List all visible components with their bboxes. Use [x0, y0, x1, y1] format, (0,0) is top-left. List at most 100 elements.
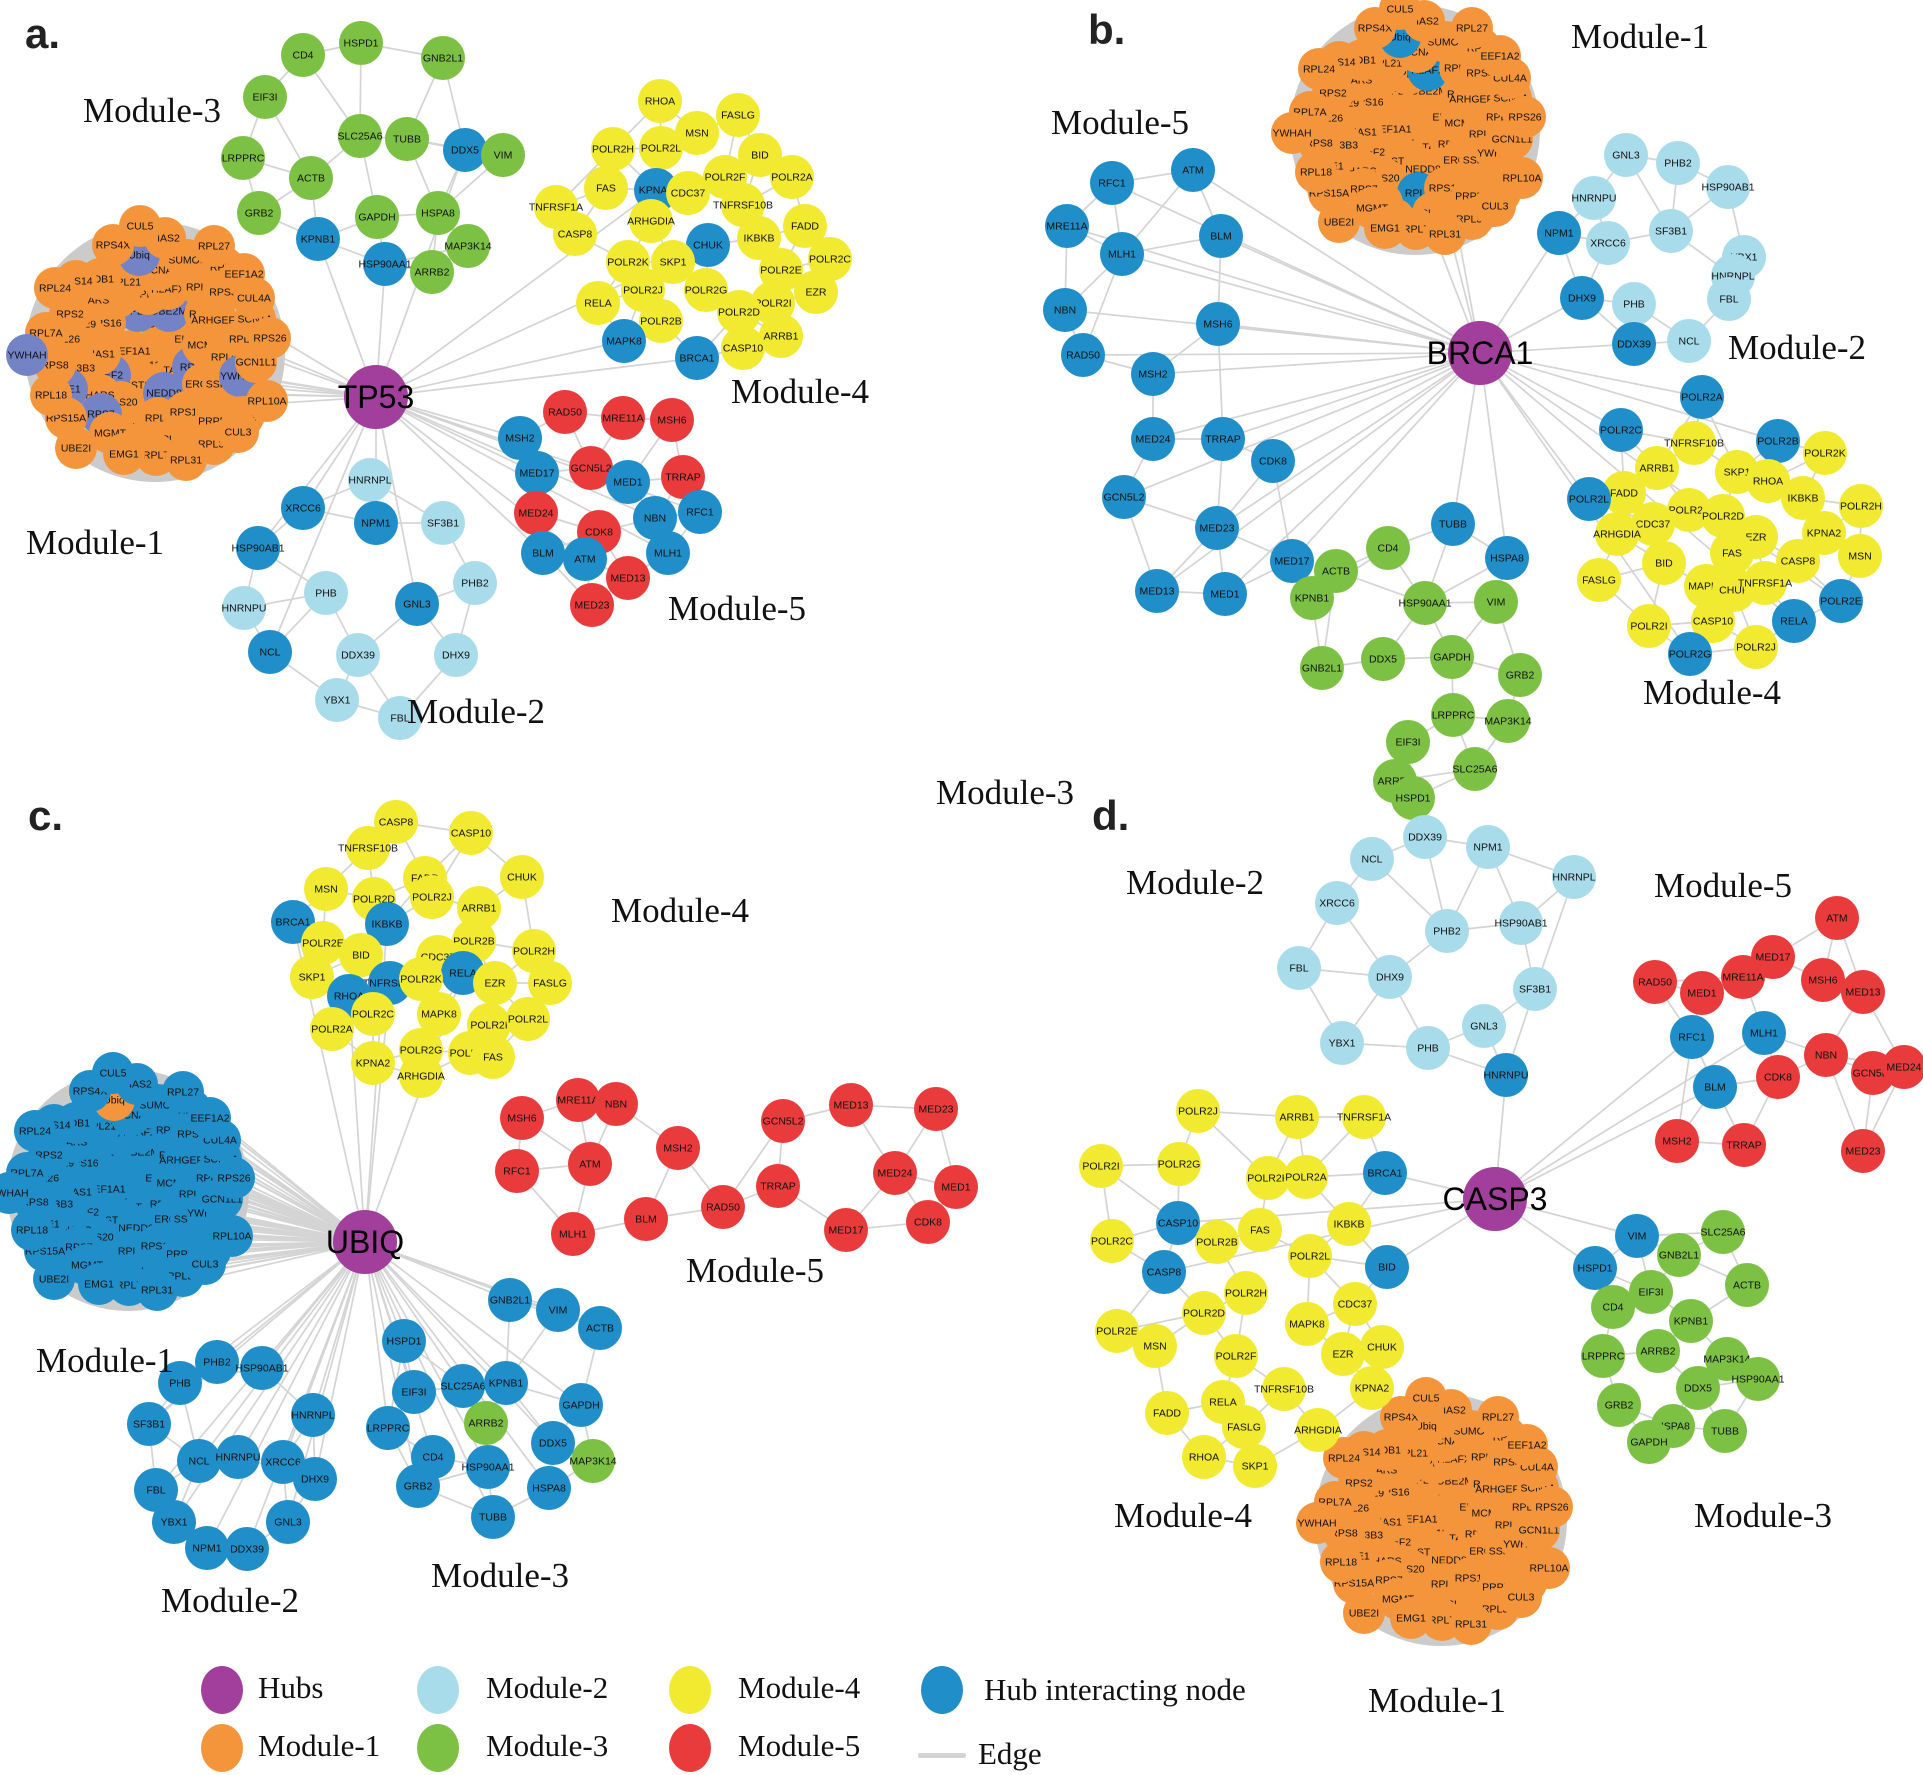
node-POLR2K[interactable]: [1803, 431, 1847, 475]
node-RPL31[interactable]: [165, 439, 207, 481]
node-RAD50[interactable]: [543, 390, 587, 434]
node-HNRNPL[interactable]: [1552, 855, 1596, 899]
node-HNRNPU[interactable]: [216, 1435, 260, 1479]
node-VIM[interactable]: [1474, 580, 1518, 624]
node-NPM1[interactable]: [185, 1526, 229, 1570]
hub-node-CASP3[interactable]: [1463, 1167, 1527, 1231]
node-UBE2I[interactable]: [55, 427, 97, 469]
node-CASP8[interactable]: [374, 800, 418, 844]
node-RPL27[interactable]: [1451, 7, 1493, 49]
node-EIF3I[interactable]: [392, 1370, 436, 1414]
node-RPL18[interactable]: [30, 374, 72, 416]
node-POLR2L[interactable]: [1288, 1234, 1332, 1278]
node-POLR2E[interactable]: [301, 921, 345, 965]
node-ARHGDIA[interactable]: [399, 1054, 443, 1098]
node-POLR2D[interactable]: [1182, 1291, 1226, 1335]
node-MSH2[interactable]: [656, 1126, 700, 1170]
node-GCN5L2[interactable]: [1102, 475, 1146, 519]
node-POLR2D[interactable]: [1701, 494, 1745, 538]
node-RPL18[interactable]: [1295, 151, 1337, 193]
node-MRE11A[interactable]: [1045, 204, 1089, 248]
node-GRB2[interactable]: [1498, 653, 1542, 697]
node-MSN[interactable]: [1133, 1324, 1177, 1368]
node-UBE2I[interactable]: [1318, 201, 1360, 243]
node-BID[interactable]: [738, 133, 782, 177]
node-GAPDH[interactable]: [559, 1383, 603, 1427]
node-MED1[interactable]: [606, 460, 650, 504]
node-CUL5[interactable]: [1405, 1377, 1447, 1419]
node-GNL3[interactable]: [266, 1500, 310, 1544]
node-LRPPRC[interactable]: [221, 136, 265, 180]
node-PHB[interactable]: [304, 571, 348, 615]
node-ARHGDIA[interactable]: [1595, 512, 1639, 556]
node-DDX39[interactable]: [1612, 322, 1656, 366]
node-UBE2I[interactable]: [33, 1258, 75, 1300]
node-MSH6[interactable]: [500, 1096, 544, 1140]
node-FAS[interactable]: [584, 166, 628, 210]
node-DHX9[interactable]: [1560, 276, 1604, 320]
node-EIF3I[interactable]: [1629, 1270, 1673, 1314]
node-FBL[interactable]: [134, 1468, 178, 1512]
node-MSN[interactable]: [304, 867, 348, 911]
node-EMG1[interactable]: [1390, 1597, 1432, 1639]
node-IKBKB[interactable]: [365, 902, 409, 946]
node-FAS[interactable]: [1238, 1208, 1282, 1252]
node-MRE11A[interactable]: [556, 1078, 600, 1122]
node-MAP3K14[interactable]: [571, 1439, 615, 1483]
node-RFC1[interactable]: [678, 490, 722, 534]
node-RAD50[interactable]: [1061, 333, 1105, 377]
node-MED13[interactable]: [829, 1083, 873, 1127]
hub-node-TP53[interactable]: [344, 365, 408, 429]
node-CDC37[interactable]: [1333, 1282, 1377, 1326]
node-TUBB[interactable]: [471, 1495, 515, 1539]
node-MED24[interactable]: [1131, 417, 1175, 461]
node-NCL[interactable]: [177, 1439, 221, 1483]
node-CASP8[interactable]: [1776, 539, 1820, 583]
node-MED13[interactable]: [1135, 569, 1179, 613]
node-POLR2E[interactable]: [1819, 579, 1863, 623]
node-RPL18[interactable]: [1320, 1541, 1362, 1583]
node-UBE2I[interactable]: [1343, 1592, 1385, 1634]
node-DDX39[interactable]: [336, 633, 380, 677]
node-DDX5[interactable]: [1361, 637, 1405, 681]
node-TNFRSF1A[interactable]: [1743, 561, 1787, 605]
node-TNFRSF10B[interactable]: [1262, 1367, 1306, 1411]
node-FBL[interactable]: [1707, 277, 1751, 321]
node-HSPD1[interactable]: [382, 1319, 426, 1363]
node-NCL[interactable]: [1350, 837, 1394, 881]
node-POLR2I[interactable]: [1079, 1144, 1123, 1188]
node-ARHGDIA[interactable]: [1296, 1408, 1340, 1452]
node-PHB[interactable]: [1612, 282, 1656, 326]
node-FASLG[interactable]: [1222, 1405, 1266, 1449]
node-RAD50[interactable]: [1633, 960, 1677, 1004]
node-MED17[interactable]: [1270, 539, 1314, 583]
node-GCN5L2[interactable]: [569, 446, 613, 490]
node-NPM1[interactable]: [354, 501, 398, 545]
node-CDC37[interactable]: [1631, 502, 1675, 546]
node-PHB2[interactable]: [1656, 141, 1700, 185]
node-SLC25A6[interactable]: [1453, 747, 1497, 791]
node-RPS26[interactable]: [1504, 96, 1546, 138]
node-MED1[interactable]: [934, 1165, 978, 1209]
node-MSN[interactable]: [675, 111, 719, 155]
node-POLR2C[interactable]: [1090, 1219, 1134, 1263]
node-POLR2C[interactable]: [351, 992, 395, 1036]
node-MSN[interactable]: [1838, 534, 1882, 578]
node-HSPD1[interactable]: [339, 21, 383, 65]
node-POLR2A[interactable]: [770, 155, 814, 199]
node-POLR2L[interactable]: [1567, 477, 1611, 521]
node-RPS26[interactable]: [249, 317, 291, 359]
node-FADD[interactable]: [783, 204, 827, 248]
node-POLR2K[interactable]: [399, 957, 443, 1001]
node-BLM[interactable]: [1693, 1065, 1737, 1109]
node-MED23[interactable]: [1841, 1129, 1885, 1173]
node-SKP1[interactable]: [1233, 1444, 1277, 1488]
node-ARRB2[interactable]: [464, 1401, 508, 1445]
node-FASLG[interactable]: [528, 961, 572, 1005]
node-POLR2F[interactable]: [1667, 488, 1711, 532]
node-POLR2J[interactable]: [410, 875, 454, 919]
node-RHOA[interactable]: [1182, 1435, 1226, 1479]
node-VIM[interactable]: [1615, 1214, 1659, 1258]
node-GRB2[interactable]: [237, 191, 281, 235]
node-PHB[interactable]: [158, 1361, 202, 1405]
